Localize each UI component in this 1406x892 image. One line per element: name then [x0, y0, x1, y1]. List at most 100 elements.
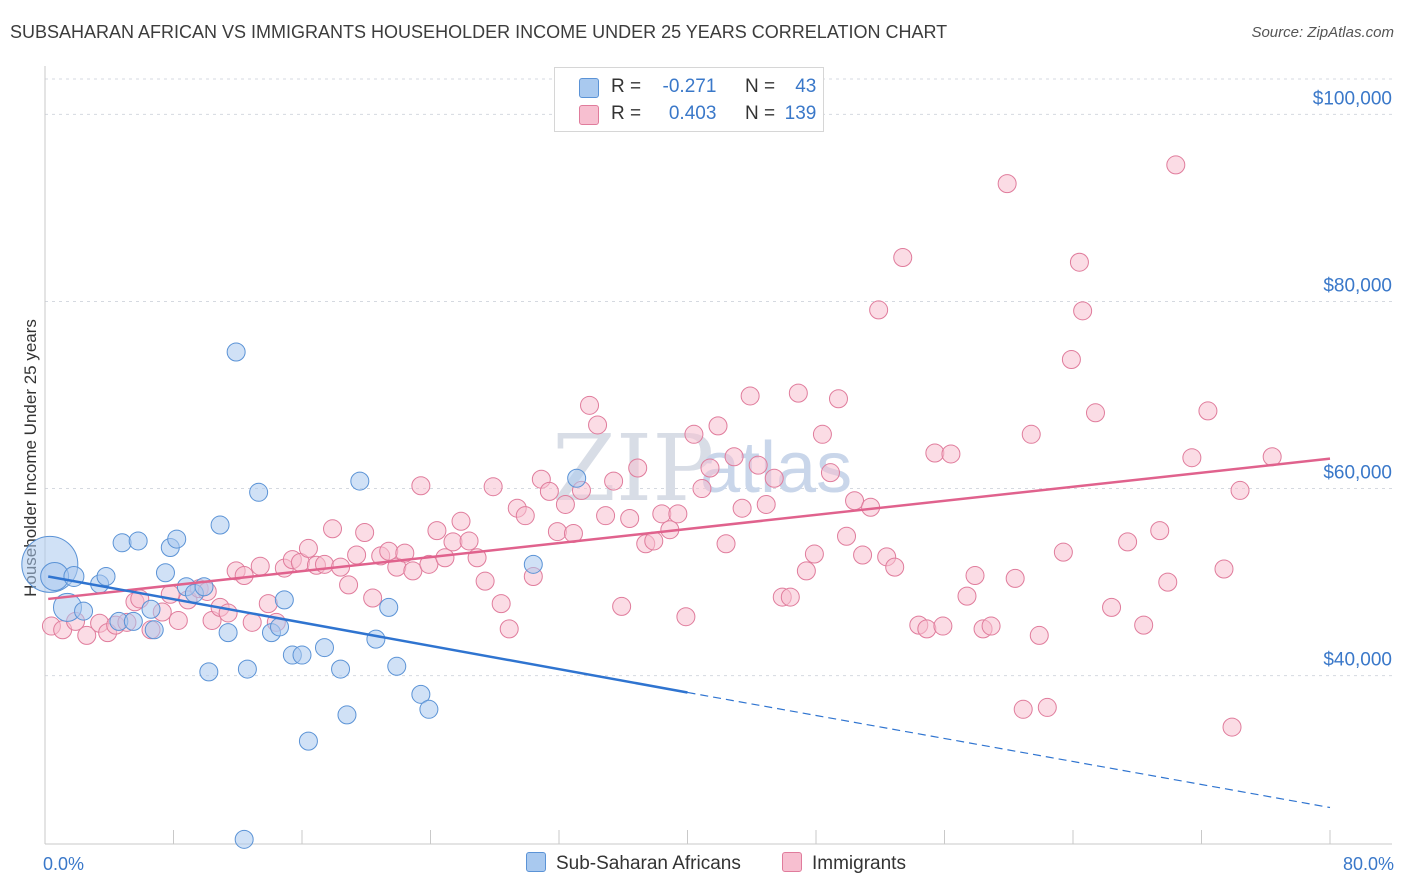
immigrants-point [740, 386, 760, 406]
immigrants-point [700, 458, 720, 478]
immigrants-point [1073, 301, 1093, 321]
legend-r-value-1: -0.271 [662, 76, 717, 97]
legend-n-value-1: 43 [795, 76, 817, 97]
legend-r-label: R = [611, 103, 642, 124]
immigrants-point [628, 458, 648, 478]
immigrants-point [933, 616, 953, 636]
immigrants-point [379, 541, 399, 561]
immigrants-point [1214, 559, 1234, 579]
immigrants-point [1021, 424, 1041, 444]
immigrants-point [692, 479, 712, 499]
immigrants-point [997, 174, 1017, 194]
legend-swatch-blue [579, 78, 599, 98]
legend-swatch-pink [579, 105, 599, 125]
sub-saharan-point [141, 599, 161, 619]
immigrants-point [443, 532, 463, 552]
immigrants-point [459, 531, 479, 551]
sub-saharan-point [298, 731, 318, 751]
immigrants-point [596, 506, 616, 526]
axes [44, 66, 1392, 845]
bottom-legend-swatch-pink [782, 852, 802, 872]
immigrants-point [941, 444, 961, 464]
immigrants-point [419, 554, 439, 574]
sub-saharan-point [523, 554, 543, 574]
immigrants-point [475, 571, 495, 591]
immigrants-point [925, 443, 945, 463]
legend-r-label: R = [611, 76, 642, 97]
immigrants-point [483, 477, 503, 497]
immigrants-point [1053, 542, 1073, 562]
gridlines [45, 78, 1392, 677]
immigrants-point [732, 498, 752, 518]
sub-saharan-point [292, 645, 312, 665]
sub-saharan-point [314, 638, 334, 658]
sub-saharan-point [419, 699, 439, 719]
immigrants-point [780, 587, 800, 607]
immigrants-point [716, 534, 736, 554]
immigrants-point [1158, 572, 1178, 592]
sub-saharan-point [74, 601, 94, 621]
legend-n-value-2: 139 [784, 103, 817, 124]
sub-saharan-point [218, 623, 238, 643]
bottom-legend-immigrants[interactable]: Immigrants [782, 852, 906, 875]
immigrants-point [539, 481, 559, 501]
sub-saharan-point [112, 533, 132, 553]
immigrants-point [218, 603, 238, 623]
immigrants-point [77, 625, 97, 645]
immigrants-point [612, 596, 632, 616]
sub-saharan-point [274, 590, 294, 610]
sub-saharan-trend-extension [687, 691, 1331, 809]
sub-saharan-point [123, 611, 143, 631]
sub-saharan-trend-line [47, 575, 688, 694]
sub-saharan-point [128, 531, 148, 551]
immigrants-point [515, 506, 535, 526]
bottom-legend-label-1: Sub-Saharan Africans [556, 853, 741, 874]
immigrants-point [804, 544, 824, 564]
immigrants-point [676, 607, 696, 627]
immigrants-point [168, 610, 188, 630]
immigrants-point [339, 575, 359, 595]
immigrants-point [1118, 532, 1138, 552]
immigrants-point [323, 519, 343, 539]
sub-saharan-point [387, 656, 407, 676]
y-axis-label: Householder Income Under 25 years [21, 319, 40, 597]
immigrants-point [395, 543, 415, 563]
bottom-legend-sub-saharan[interactable]: Sub-Saharan Africans [526, 852, 741, 875]
y-tick-label: $60,000 [1323, 463, 1392, 484]
sub-saharan-point [210, 515, 230, 535]
immigrants-point [298, 538, 318, 558]
immigrants-point [347, 545, 367, 565]
immigrants-point [853, 545, 873, 565]
immigrants-point [1222, 717, 1242, 737]
immigrants-point [491, 594, 511, 614]
immigrants-point [957, 586, 977, 606]
immigrants-point [644, 531, 664, 551]
immigrants-point [748, 455, 768, 475]
x-tick-label: 0.0% [43, 854, 84, 874]
immigrants-point [981, 616, 1001, 636]
bottom-legend-swatch-blue [526, 852, 546, 872]
immigrants-point [1061, 349, 1081, 369]
immigrants-point [1166, 155, 1186, 175]
immigrants-point [435, 548, 455, 568]
immigrants-point [724, 447, 744, 467]
immigrants-point [1085, 403, 1105, 423]
sub-saharan-point [199, 662, 219, 682]
sub-saharan-point [337, 705, 357, 725]
immigrants-point [837, 526, 857, 546]
immigrants-point [250, 556, 270, 576]
immigrants-point [788, 383, 808, 403]
immigrants-points [41, 155, 1282, 737]
immigrants-point [965, 566, 985, 586]
immigrants-point [1134, 615, 1154, 635]
immigrants-point [604, 471, 624, 491]
immigrants-point [684, 424, 704, 444]
immigrants-point [411, 476, 431, 496]
immigrants-point [820, 463, 840, 483]
immigrants-point [258, 594, 278, 614]
sub-saharan-point [226, 342, 246, 362]
immigrants-point [427, 521, 447, 541]
immigrants-point [1198, 401, 1218, 421]
sub-saharan-point [234, 829, 254, 849]
immigrants-point [812, 424, 832, 444]
